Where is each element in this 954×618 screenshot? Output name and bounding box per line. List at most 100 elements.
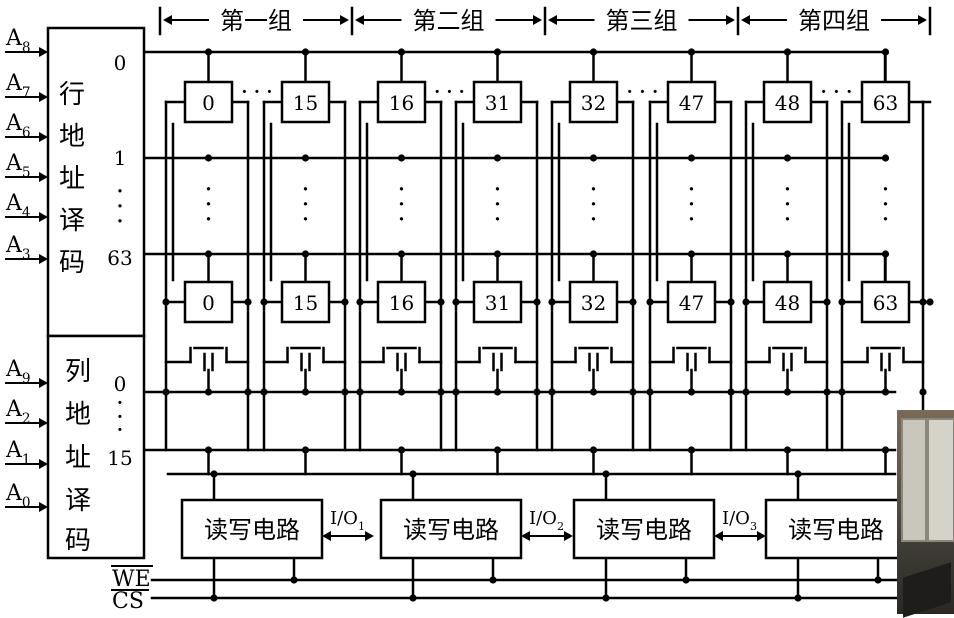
read-write-circuit-4 [764,498,908,560]
column-decoder-title-char: 码 [65,526,91,556]
row-address-decoder [46,26,146,338]
junction-dot [926,298,934,306]
column-decoder-output-15: 15 [107,446,132,470]
row-decoder-output-63: 63 [107,246,132,270]
cell-pair-ellipsis-dot: · [626,78,634,106]
column-decoder-title-char: 译 [65,486,91,516]
row-address-input-label: A8 [5,26,31,56]
cell-column-ellipsis-dot: · [881,175,889,205]
column-decoder-ellipsis-dot: · [116,403,124,431]
memory-cell-bottom-16 [376,280,427,324]
io-port-arrow-head [757,531,766,541]
row-decoder-title-char: 码 [59,248,85,278]
junction-dot [409,594,417,602]
cell-pair-ellipsis-dot: · [820,78,828,106]
row-address-input-label: A5 [5,151,31,181]
junction-layer [162,48,934,602]
row-address-input-arrow-head [39,212,48,222]
webcam-overlay [897,410,954,618]
junction-dot [301,48,310,56]
junction-dot [162,388,170,396]
memory-cell-top-16 [376,80,427,124]
junction-dot [493,388,502,396]
junction-dot [823,388,831,396]
row-decoder-ellipsis-dot: · [116,177,124,207]
io-port-arrow-head [714,531,723,541]
group-span-arrow-left-head [548,15,557,25]
memory-cell-top-label: 32 [581,91,606,115]
junction-dot [881,154,890,162]
column-address-input-arrow-head [39,459,48,469]
cell-pair-ellipsis-dot: · [241,78,249,106]
cell-column-ellipsis-dot: · [589,190,597,220]
row-address-input-arrow-head [39,47,48,57]
cell-column-ellipsis-dot: · [881,190,889,220]
group-span-arrow-left-head [355,15,364,25]
column-address-decoder [46,334,146,560]
column-decoder-title-char: 列 [65,357,91,387]
io-port-label-1: I/O1 [330,508,365,533]
cell-column-ellipsis-dot: · [301,175,309,205]
junction-dot [589,388,598,396]
junction-dot [687,48,696,56]
junction-dot [682,576,690,584]
junction-dot [210,594,218,602]
junction-dot [881,388,890,396]
memory-cell-bottom-32 [568,280,619,324]
memory-cell-bottom-label: 0 [202,291,215,315]
junction-dot [493,250,502,258]
column-address-input-label: A9 [5,357,31,387]
memory-cell-top-47 [666,80,717,124]
junction-dot [548,298,556,306]
row-decoder-ellipsis-dot: · [116,192,124,222]
junction-dot [794,470,802,478]
junction-dot [602,470,610,478]
io-port-arrow-head [365,531,374,541]
junction-dot [301,446,310,454]
junction-dot [589,250,598,258]
row-address-input-arrow-head [39,254,48,264]
memory-cell-bottom-label: 63 [873,291,898,315]
junction-dot [727,388,735,396]
memory-cell-top-label: 15 [293,91,318,115]
junction-dot [341,388,349,396]
junction-dot [589,154,598,162]
cell-pair-ellipsis-dot: · [446,78,454,106]
chip-select-label: CS [112,589,144,614]
junction-dot [204,388,213,396]
memory-cell-bottom-15 [280,280,331,324]
junction-dot [687,388,696,396]
junction-dot [548,388,556,396]
junction-dot [260,298,268,306]
cell-column-ellipsis-dot: · [301,205,309,235]
column-decoder-title-char: 地 [65,400,91,430]
junction-dot [493,446,502,454]
webcam-window-pane [901,418,927,542]
junction-dot [881,250,890,258]
row-address-input-label: A7 [5,71,31,101]
io-port-label-3: I/O3 [722,508,757,533]
row-decoder-title-char: 址 [59,164,85,194]
cell-column-ellipsis-dot: · [493,205,501,235]
junction-dot [204,446,213,454]
junction-dot [204,250,213,258]
junction-dot [687,154,696,162]
junction-dot [260,388,268,396]
junction-dot [162,298,170,306]
row-address-input-arrow-head [39,172,48,182]
write-enable-label: WE [112,567,151,592]
row-decoder-ellipsis-dot: · [116,207,124,237]
cell-column-ellipsis-dot: · [783,175,791,205]
memory-cell-top-0 [183,80,234,124]
junction-dot [244,388,252,396]
junction-dot [301,250,310,258]
column-address-input-label: A2 [5,397,31,427]
group-label-1: 第一组 [220,7,292,35]
junction-dot [397,388,406,396]
read-write-circuit-label: 读写电路 [788,516,884,544]
junction-dot [783,388,792,396]
cell-column-ellipsis-dot: · [204,205,212,235]
junction-dot [437,298,445,306]
text-layer: 第一组 第二组 第三组 第四组A8A7A6A5A4A3A9A2A1A0行地址译码列地址… [5,7,898,614]
